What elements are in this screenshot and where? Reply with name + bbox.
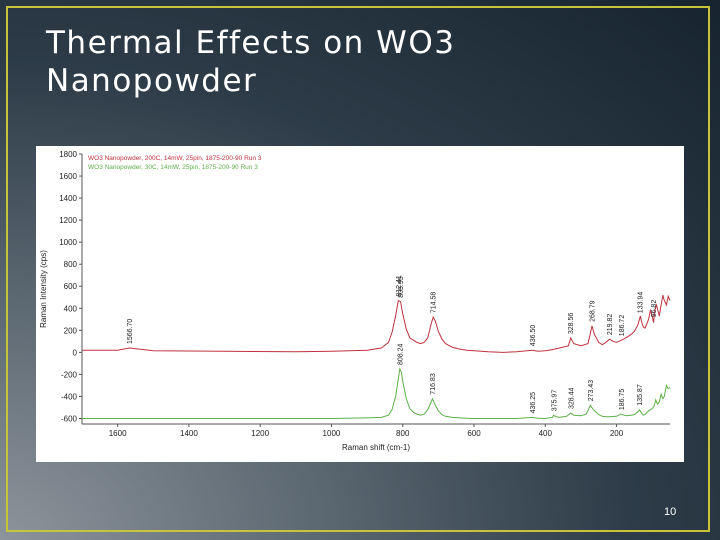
peak-label-red: 714.58 <box>431 292 438 314</box>
x-axis-label: Raman shift (cm-1) <box>342 443 410 452</box>
peak-label-red: 268.79 <box>590 300 597 322</box>
x-tick-label: 1000 <box>323 429 341 438</box>
y-tick-label: 0 <box>73 348 78 357</box>
peak-label-red: 1566.70 <box>127 319 134 344</box>
peak-label-red: 219.82 <box>607 314 614 336</box>
peak-label-red: 812.41 <box>396 275 403 297</box>
peak-label-red: 133.94 <box>638 292 645 314</box>
raman-spectrum-chart: 1800 1600 1400 1200 1000 800 600 400 200 0 -200 -40… <box>36 146 684 462</box>
peak-label-red: 436.50 <box>530 325 537 347</box>
peak-label-green: 375.97 <box>551 390 558 412</box>
y-tick-label: -400 <box>61 392 78 401</box>
y-tick-label: 400 <box>64 304 78 313</box>
y-tick-label: 600 <box>64 282 78 291</box>
x-tick-label: 400 <box>539 429 553 438</box>
y-axis-label: Raman Intensity (cps) <box>39 250 48 328</box>
x-tick-label: 800 <box>396 429 410 438</box>
chart-background <box>36 146 684 462</box>
page-number: 10 <box>664 506 677 518</box>
y-tick-label: 1200 <box>59 216 77 225</box>
x-tick-label: 200 <box>610 429 624 438</box>
series-line-red <box>82 294 671 353</box>
peak-label-green: 186.75 <box>619 389 626 411</box>
peak-label-red: 96.82 <box>651 300 658 318</box>
peak-label-green: 273.43 <box>588 380 595 402</box>
y-tick-label: 1400 <box>59 194 77 203</box>
legend-entry: WO3 Nanopowder, 200C, 14mW, 25pin, 1875-… <box>88 155 262 162</box>
title-line-1: Thermal Effects on WO3 <box>46 25 456 61</box>
peak-label-green: 716.83 <box>430 373 437 395</box>
y-tick-label: 1600 <box>59 172 77 181</box>
peak-label-red: 805.95 <box>398 276 405 298</box>
title-line-2: Nanopowder <box>46 63 258 99</box>
x-tick-label: 1200 <box>251 429 269 438</box>
peak-label-green: 808.24 <box>397 343 404 365</box>
x-tick-label: 1400 <box>180 429 198 438</box>
y-tick-label: 200 <box>64 326 78 335</box>
y-tick-label: -600 <box>61 414 78 423</box>
peak-label-red: 186.72 <box>619 315 626 337</box>
peak-label-green: 328.44 <box>568 387 575 409</box>
legend-entry: WO3 Nanopowder, 30C, 14mW, 25pin, 1875-2… <box>88 164 258 171</box>
slide-title: Thermal Effects on WO3 Nanopowder <box>46 24 646 100</box>
y-tick-label: 1000 <box>59 238 77 247</box>
peak-label-red: 328.56 <box>568 313 575 335</box>
peak-label-green: 135.87 <box>637 384 644 406</box>
slide-border <box>6 6 710 532</box>
y-tick-label: 1800 <box>59 150 77 159</box>
y-tick-label: -200 <box>61 370 78 379</box>
series-line-green <box>82 367 671 420</box>
y-tick-label: 800 <box>64 260 78 269</box>
x-tick-label: 600 <box>467 429 481 438</box>
x-tick-label: 1600 <box>109 429 127 438</box>
peak-label-green: 436.25 <box>530 392 537 414</box>
